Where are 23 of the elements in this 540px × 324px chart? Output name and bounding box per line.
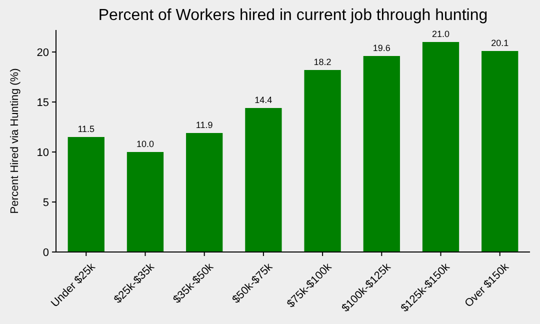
y-tick-label: 10	[36, 146, 49, 159]
bar	[304, 70, 341, 252]
data-label: 10.0	[136, 139, 154, 149]
data-label: 21.0	[432, 29, 450, 39]
data-label: 11.9	[196, 120, 213, 130]
bar	[422, 42, 460, 252]
y-tick-label: 5	[42, 196, 49, 209]
data-label: 20.1	[491, 38, 509, 48]
bar	[186, 133, 223, 252]
bar	[68, 137, 104, 252]
bar	[126, 152, 164, 252]
bar	[482, 51, 518, 252]
bar	[245, 108, 282, 252]
y-tick-label: 15	[36, 96, 49, 109]
y-tick-label: 0	[42, 246, 49, 259]
data-label: 11.5	[78, 124, 95, 134]
data-label: 19.6	[372, 43, 390, 53]
y-axis-title: Percent Hired via Hunting (%)	[9, 68, 21, 214]
bar	[363, 56, 400, 252]
y-tick-label: 20	[36, 46, 49, 59]
chart-title: Percent of Workers hired in current job through hunting	[98, 7, 488, 24]
data-label: 14.4	[254, 95, 272, 105]
data-label: 18.2	[314, 57, 332, 67]
